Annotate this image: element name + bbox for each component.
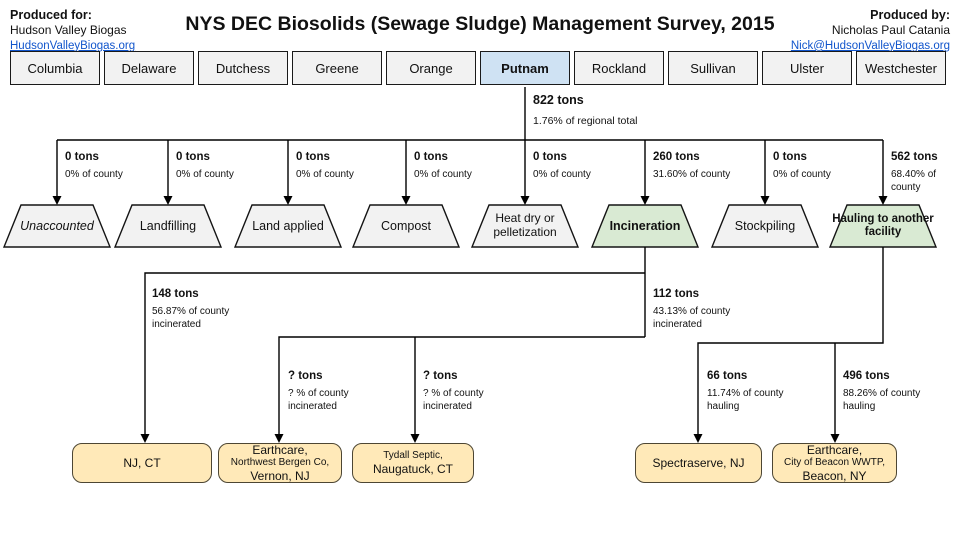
flow-pct: 43.13% of county incinerated bbox=[653, 306, 731, 330]
flow-pct: 88.26% of county hauling bbox=[843, 388, 921, 412]
method-node-stockpiling: Stockpiling bbox=[734, 218, 796, 233]
flow-tons: 496 tons bbox=[843, 370, 890, 382]
produced-for-label: Produced for: bbox=[10, 8, 92, 22]
county-tab-delaware[interactable]: Delaware bbox=[104, 51, 194, 85]
branch-label-stockpiling: 0 tons 0% of county bbox=[773, 150, 831, 182]
county-tab-greene[interactable]: Greene bbox=[292, 51, 382, 85]
facility-line: Naugatuck, CT bbox=[372, 461, 454, 476]
putnam-tons: 822 tons bbox=[533, 93, 584, 107]
branch-label-incineration: 260 tons 31.60% of county bbox=[653, 150, 730, 182]
branch-pct: 0% of county bbox=[773, 169, 831, 181]
flow-pct: ? % of county incinerated bbox=[423, 388, 484, 412]
flow-label-unknown-tons-1: ? tons ? % of county incinerated bbox=[288, 369, 349, 413]
flow-tons: 66 tons bbox=[707, 370, 748, 382]
branch-pct: 0% of county bbox=[296, 169, 354, 181]
county-tab-putnam[interactable]: Putnam bbox=[480, 51, 570, 85]
branch-pct: 31.60% of county bbox=[653, 169, 731, 181]
flow-label-66-tons: 66 tons 11.74% of county hauling bbox=[707, 369, 784, 413]
county-tab-orange[interactable]: Orange bbox=[386, 51, 476, 85]
branch-tons: 562 tons bbox=[891, 151, 938, 163]
facility-box-nj-ct: NJ, CT bbox=[72, 443, 212, 483]
branch-tons: 0 tons bbox=[533, 151, 567, 163]
flow-tons: 148 tons bbox=[152, 288, 199, 300]
method-node-hauling: Hauling to another facility bbox=[832, 212, 934, 238]
method-node-heat-dry: Heat dry or pelletization bbox=[493, 211, 557, 239]
county-tab-ulster[interactable]: Ulster bbox=[762, 51, 852, 85]
county-tab-dutchess[interactable]: Dutchess bbox=[198, 51, 288, 85]
flow-pct: 11.74% of county hauling bbox=[707, 388, 784, 412]
branch-label-landfilling: 0 tons 0% of county bbox=[176, 150, 234, 182]
produced-by-label: Produced by: bbox=[870, 8, 950, 22]
branch-tons: 0 tons bbox=[414, 151, 448, 163]
produced-by-name: Nicholas Paul Catania bbox=[831, 23, 950, 38]
facility-line: City of Beacon WWTP, bbox=[784, 457, 885, 468]
facility-box-tydall-septic: Tydall Septic, Naugatuck, CT bbox=[352, 443, 474, 483]
branch-tons: 0 tons bbox=[65, 151, 99, 163]
county-tab-sullivan[interactable]: Sullivan bbox=[668, 51, 758, 85]
flow-tons: 112 tons bbox=[653, 288, 700, 300]
flow-label-148-tons: 148 tons 56.87% of county incinerated bbox=[152, 287, 229, 331]
facility-box-spectraserve: Spectraserve, NJ bbox=[635, 443, 762, 483]
flow-label-496-tons: 496 tons 88.26% of county hauling bbox=[843, 369, 920, 413]
branch-pct: 0% of county bbox=[533, 169, 591, 181]
facility-box-earthcare-vernon: Earthcare, Northwest Bergen Co, Vernon, … bbox=[218, 443, 342, 483]
produced-by-block: Produced by: Nicholas Paul Catania Nick@… bbox=[791, 7, 950, 54]
county-tab-rockland[interactable]: Rockland bbox=[574, 51, 664, 85]
branch-label-compost: 0 tons 0% of county bbox=[414, 150, 472, 182]
facility-box-earthcare-beacon: Earthcare, City of Beacon WWTP, Beacon, … bbox=[772, 443, 897, 483]
method-node-unaccounted: Unaccounted bbox=[20, 218, 94, 233]
putnam-total-label: 822 tons 1.76% of regional total bbox=[533, 93, 638, 128]
branch-label-heat-dry: 0 tons 0% of county bbox=[533, 150, 591, 182]
branch-tons: 260 tons bbox=[653, 151, 700, 163]
branch-label-hauling: 562 tons 68.40% of county bbox=[891, 150, 960, 194]
branch-label-land-applied: 0 tons 0% of county bbox=[296, 150, 354, 182]
flow-pct: ? % of county incinerated bbox=[288, 388, 349, 412]
branch-pct: 0% of county bbox=[65, 169, 123, 181]
flow-tons: ? tons bbox=[288, 370, 323, 382]
county-row: Columbia Delaware Dutchess Greene Orange… bbox=[10, 51, 946, 85]
method-node-compost: Compost bbox=[380, 218, 432, 233]
branch-label-unaccounted: 0 tons 0% of county bbox=[65, 150, 123, 182]
county-tab-westchester[interactable]: Westchester bbox=[856, 51, 946, 85]
produced-by-link[interactable]: Nick@HudsonValleyBiogas.org bbox=[790, 39, 950, 52]
facility-line: Spectraserve, NJ bbox=[652, 455, 745, 470]
facility-line: Northwest Bergen Co, bbox=[230, 457, 330, 468]
produced-for-link[interactable]: HudsonValleyBiogas.org bbox=[10, 39, 136, 52]
branch-tons: 0 tons bbox=[176, 151, 210, 163]
branch-tons: 0 tons bbox=[773, 151, 807, 163]
page-title: NYS DEC Biosolids (Sewage Sludge) Manage… bbox=[185, 13, 775, 35]
branch-pct: 0% of county bbox=[176, 169, 234, 181]
branch-tons: 0 tons bbox=[296, 151, 330, 163]
branch-pct: 0% of county bbox=[414, 169, 472, 181]
facility-line: Earthcare, bbox=[806, 442, 863, 457]
flow-label-unknown-tons-2: ? tons ? % of county incinerated bbox=[423, 369, 484, 413]
facility-line: Beacon, NY bbox=[802, 469, 867, 483]
facility-line: Earthcare, bbox=[252, 442, 308, 457]
facility-line: NJ, CT bbox=[123, 455, 161, 470]
produced-for-block: Produced for: Hudson Valley Biogas Hudso… bbox=[10, 7, 135, 54]
facility-line: Vernon, NJ bbox=[250, 469, 310, 483]
flow-label-112-tons: 112 tons 43.13% of county incinerated bbox=[653, 287, 730, 331]
produced-for-name: Hudson Valley Biogas bbox=[10, 23, 127, 38]
method-node-incineration: Incineration bbox=[609, 218, 681, 233]
flow-tons: ? tons bbox=[423, 370, 458, 382]
putnam-pct: 1.76% of regional total bbox=[533, 114, 638, 127]
facility-line: Tydall Septic, bbox=[383, 449, 443, 461]
branch-pct: 68.40% of county bbox=[891, 169, 937, 193]
flow-pct: 56.87% of county incinerated bbox=[152, 306, 230, 330]
county-tab-columbia[interactable]: Columbia bbox=[10, 51, 100, 85]
method-node-land-applied: Land applied bbox=[252, 218, 324, 233]
method-node-landfilling: Landfilling bbox=[139, 218, 197, 233]
